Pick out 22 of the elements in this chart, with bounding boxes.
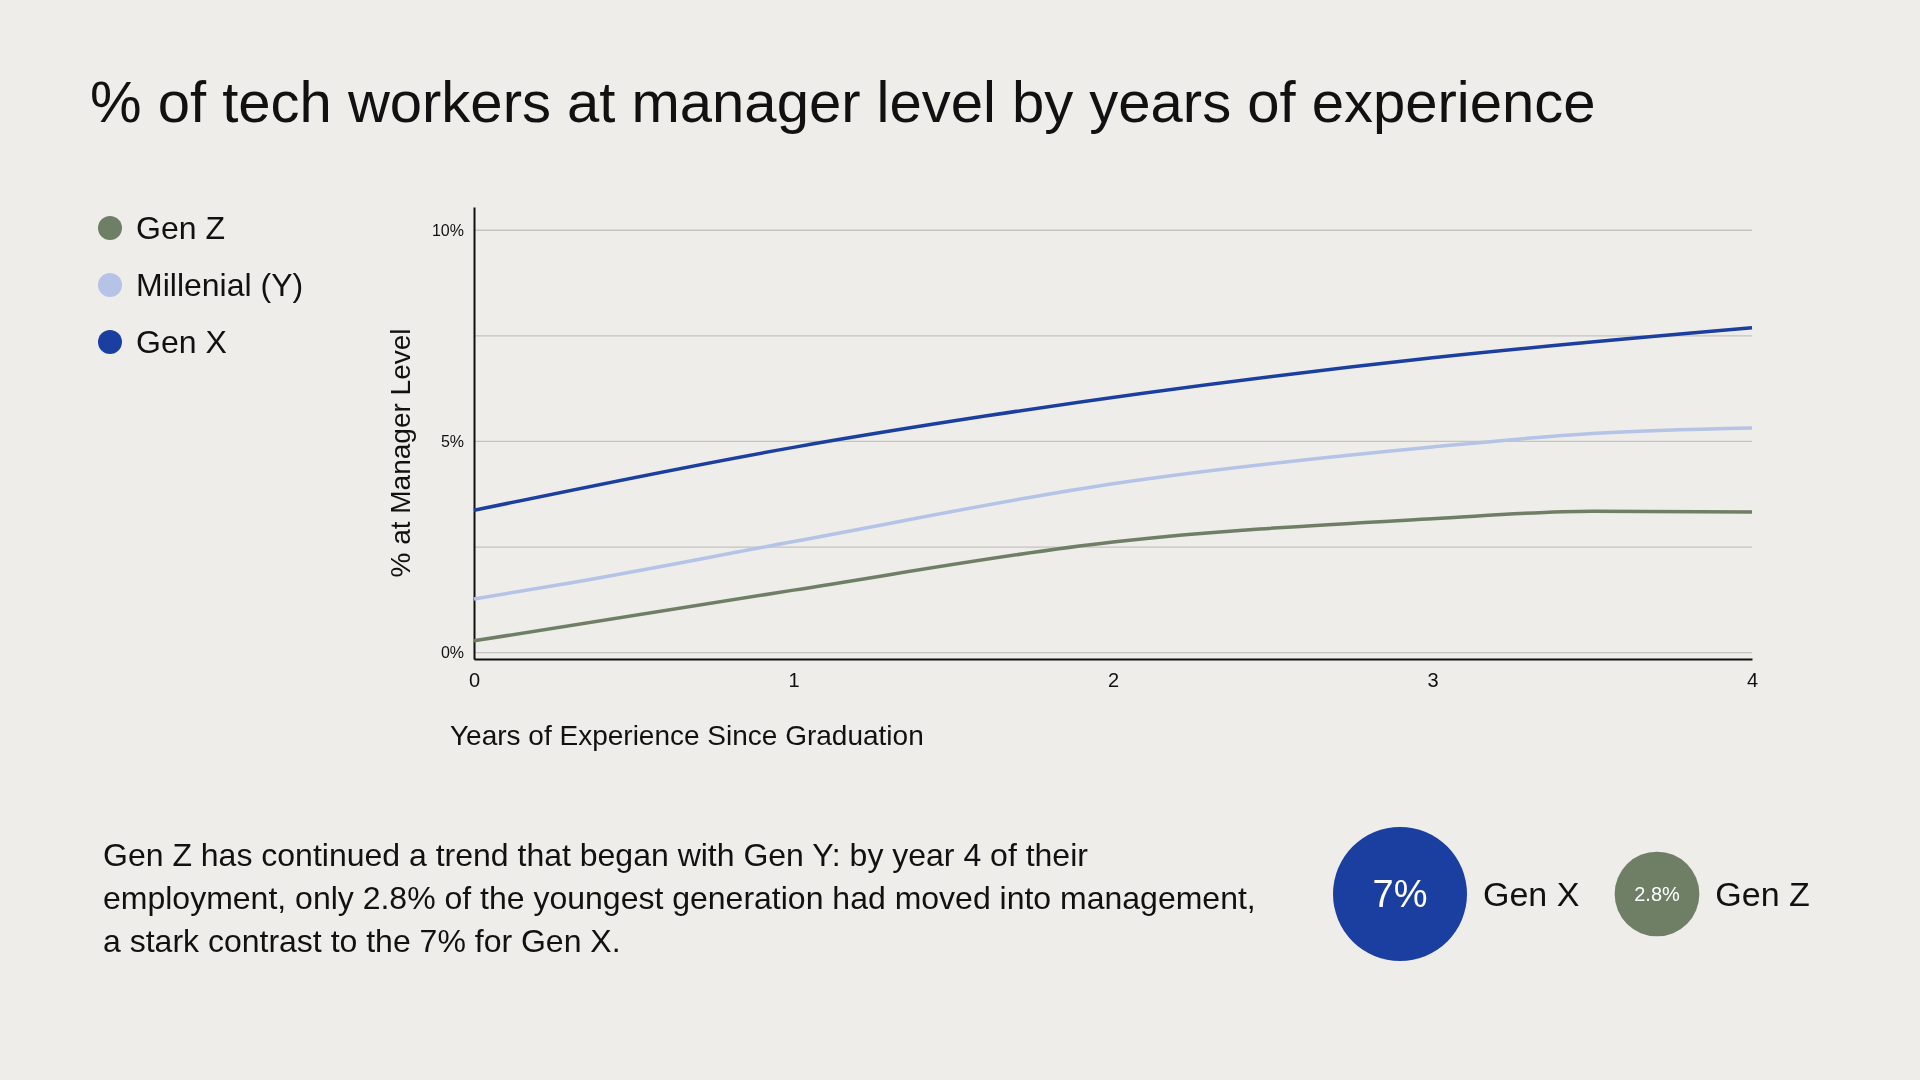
text: Gen Z has continued a trend that began with Gen Y: by year 4 of their employment, only 2.8% of the youngest generation had moved into management, a stark contrast to the 7% for Gen X. [103,837,1256,959]
data-label: 7% [1372,873,1428,915]
line-series [472,326,1754,513]
y-tick-label: 10% [431,221,464,239]
legend-label: Gen Z [136,210,225,246]
x-tick-label: 3 [1427,669,1439,692]
chart-title: % of tech workers at manager level by years of experience [90,69,1596,134]
legend-label: Gen X [136,324,227,360]
x-tick-label: 2 [1107,669,1120,692]
y-tick-label: 5% [440,433,464,451]
y-tick-label: 0% [440,644,464,662]
x-tick-label: 0 [468,669,481,692]
x-tick-label: 1 [788,669,800,692]
legend-label: Millenial (Y) [136,267,304,303]
category-label: Gen X [1483,875,1580,913]
category-label: Gen Z [1715,875,1810,913]
data-label: 2.8% [1634,883,1681,905]
x-axis-title: Years of Experience Since Graduation [450,720,924,751]
line-series [472,426,1754,601]
x-tick-label: 4 [1746,669,1759,692]
line-series [472,509,1754,643]
y-axis-title: % at Manager Level [385,328,416,578]
